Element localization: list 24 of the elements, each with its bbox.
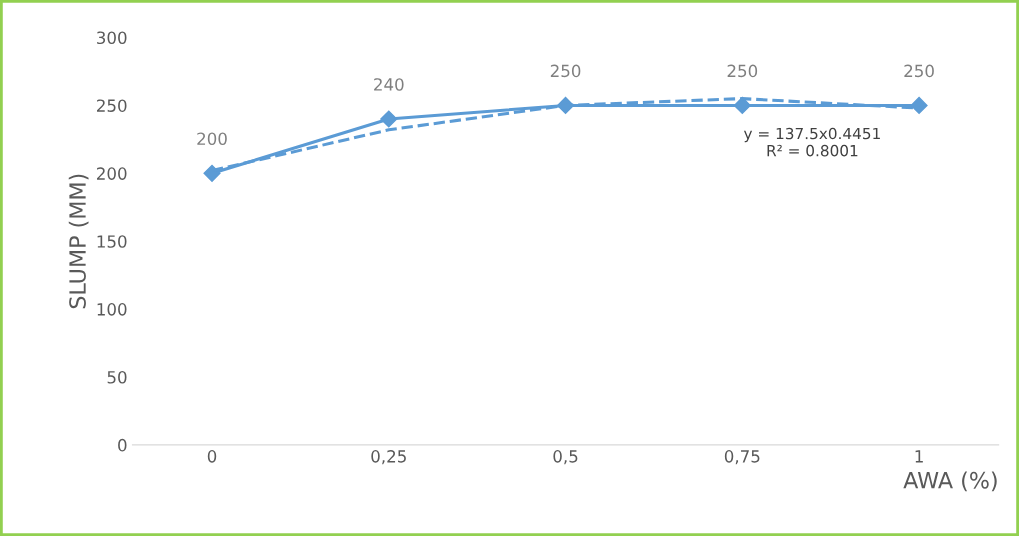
x-tick-label: 0	[207, 450, 217, 463]
x-tick-label: 0,75	[724, 450, 760, 465]
data-label: 250	[727, 64, 758, 78]
data-label: 250	[550, 64, 581, 78]
data-label: 200	[197, 132, 227, 146]
y-tick-label: 50	[107, 370, 127, 384]
y-tick-label: 300	[97, 31, 127, 45]
point	[733, 96, 751, 114]
annotation: y = 137.5x0.4451 R² = 0.8001	[743, 127, 880, 157]
y-axis-title: SLUMP (MM)	[68, 174, 89, 309]
y-tick-label: 250	[97, 99, 127, 112]
y-tick-label: 0	[118, 438, 127, 452]
point	[380, 110, 398, 128]
x-axis-title: AWA (%)	[903, 471, 997, 492]
point	[203, 164, 221, 182]
y-tick-label: 200	[97, 167, 127, 180]
x-tick-label: 1	[915, 450, 923, 463]
x-tick-label: 0,5	[553, 450, 578, 465]
x-tick-label: 0,25	[371, 450, 406, 465]
y-tick-label: 150	[97, 235, 127, 248]
y-tick-label: 100	[97, 303, 127, 316]
point	[910, 96, 928, 114]
data-label: 250	[904, 64, 934, 78]
data-label: 240	[374, 78, 404, 91]
